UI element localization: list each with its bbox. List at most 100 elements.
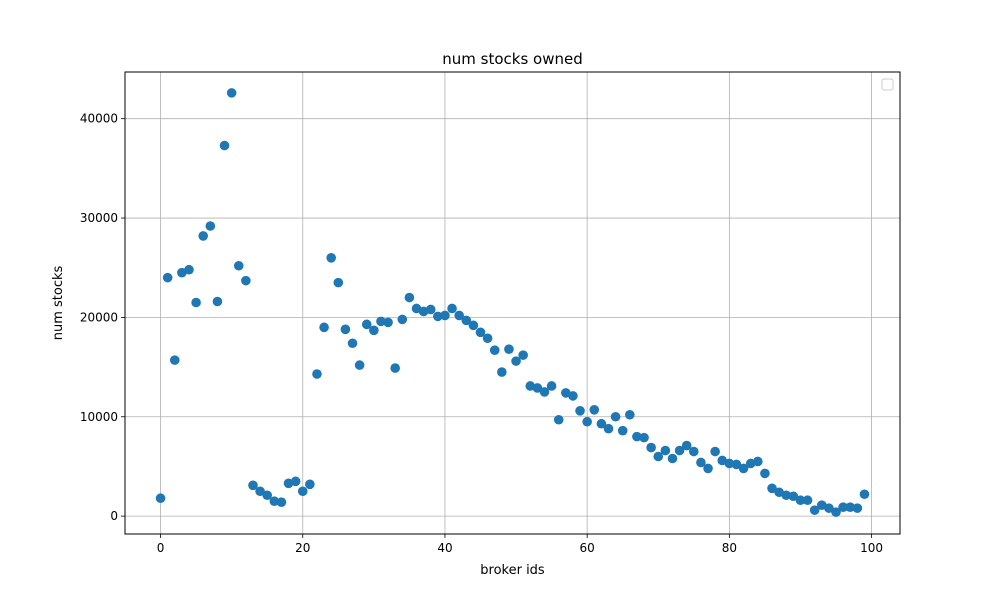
data-point <box>297 486 308 497</box>
y-tick-label: 0 <box>110 509 118 523</box>
data-point <box>191 297 201 308</box>
data-point <box>781 490 792 501</box>
data-point <box>689 446 699 457</box>
data-point <box>155 493 166 504</box>
data-point <box>376 316 386 327</box>
data-point <box>667 453 678 464</box>
x-tick-label: 80 <box>722 541 737 555</box>
chart-title: num stocks owned <box>442 50 583 68</box>
data-point <box>326 252 336 263</box>
data-point <box>852 503 863 513</box>
data-point <box>845 502 856 512</box>
data-point <box>546 381 557 391</box>
data-point <box>205 221 216 231</box>
data-point <box>347 338 358 349</box>
data-point <box>212 296 223 307</box>
data-point <box>625 409 635 420</box>
data-point <box>440 310 450 321</box>
x-tick-label: 20 <box>295 541 310 555</box>
data-points <box>155 88 870 517</box>
data-point <box>504 344 514 355</box>
data-point <box>575 406 585 416</box>
data-point <box>248 480 258 491</box>
data-point <box>795 495 806 506</box>
data-point <box>710 446 720 457</box>
data-point <box>475 327 486 338</box>
data-point <box>219 140 230 151</box>
data-point <box>603 423 614 434</box>
data-point <box>568 391 578 401</box>
data-point <box>433 311 443 322</box>
data-point <box>738 463 749 474</box>
data-point <box>532 383 543 393</box>
data-point <box>162 272 173 283</box>
data-point <box>632 431 642 442</box>
data-point <box>425 304 436 315</box>
data-point <box>831 507 841 517</box>
data-point <box>610 411 621 422</box>
data-point <box>312 369 322 379</box>
data-point <box>169 355 180 365</box>
data-point <box>596 418 607 429</box>
data-point <box>241 275 251 286</box>
data-point <box>198 231 209 241</box>
data-point <box>674 445 685 456</box>
data-point <box>305 479 315 490</box>
data-point <box>447 303 457 314</box>
y-axis-label: num stocks <box>51 265 66 340</box>
legend-box[interactable] <box>881 78 894 91</box>
data-point <box>369 325 379 336</box>
data-point <box>752 456 763 467</box>
data-point <box>767 483 777 494</box>
data-point <box>461 315 472 326</box>
x-tick-label: 100 <box>860 541 883 555</box>
data-point <box>703 463 713 474</box>
data-point <box>788 491 799 502</box>
x-tick-label: 60 <box>580 541 595 555</box>
data-point <box>518 350 528 360</box>
data-point <box>731 459 742 470</box>
data-point <box>226 88 237 98</box>
x-axis-label: broker ids <box>480 563 545 578</box>
data-point <box>383 317 393 328</box>
data-point <box>809 505 820 515</box>
data-point <box>539 387 550 397</box>
data-point <box>681 440 692 451</box>
data-point <box>838 502 848 512</box>
y-tick-label: 20000 <box>80 310 118 324</box>
data-point <box>333 277 344 288</box>
grid <box>125 72 900 534</box>
data-point <box>290 476 301 487</box>
data-point <box>233 260 244 271</box>
data-point <box>582 416 592 427</box>
data-point <box>511 356 521 366</box>
data-point <box>361 319 372 330</box>
data-point <box>639 432 649 443</box>
data-point <box>824 503 834 513</box>
data-point <box>255 486 265 497</box>
data-point <box>354 360 365 370</box>
x-tick-label: 40 <box>437 541 452 555</box>
data-point <box>724 458 735 469</box>
y-tick-label: 40000 <box>80 112 118 126</box>
data-point <box>262 490 273 501</box>
y-tick-label: 30000 <box>80 211 118 225</box>
data-point <box>269 496 280 507</box>
data-point <box>489 345 500 355</box>
data-point <box>276 497 287 508</box>
data-point <box>184 264 194 275</box>
data-point <box>696 457 706 468</box>
data-point <box>454 310 464 321</box>
data-point <box>404 292 415 303</box>
axis-ticks: 0 20 40 60 80 100 0 10000 20000 30000 40000 <box>80 112 883 555</box>
data-point <box>340 324 351 335</box>
data-point <box>589 405 600 415</box>
data-point <box>646 442 656 453</box>
data-point <box>802 495 813 506</box>
data-point <box>319 322 329 333</box>
data-point <box>760 468 770 479</box>
data-point <box>553 414 564 425</box>
